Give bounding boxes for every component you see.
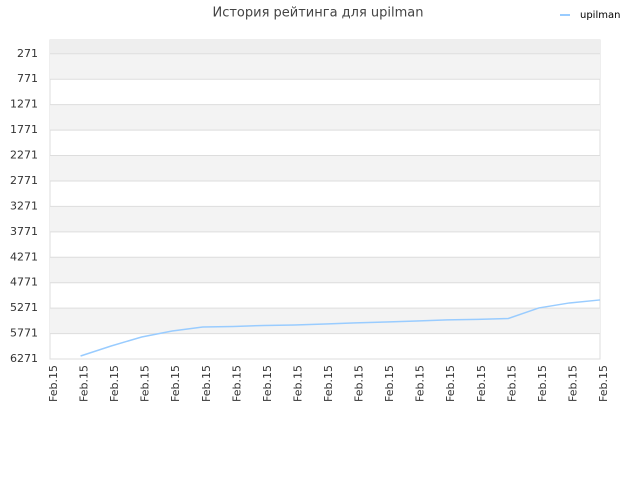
x-tick-label: Feb.15: [414, 365, 427, 402]
x-tick-label: Feb.15: [47, 365, 60, 402]
x-tick-label: Feb.15: [383, 365, 396, 402]
x-tick-label: Feb.15: [139, 365, 152, 402]
x-tick-label: Feb.15: [566, 365, 579, 402]
y-tick-label: 6271: [10, 352, 38, 365]
x-tick-label: Feb.15: [261, 365, 274, 402]
band: [50, 155, 600, 181]
y-tick-label: 4771: [10, 276, 38, 289]
x-tick-label: Feb.15: [444, 365, 457, 402]
y-tick-label: 771: [17, 72, 38, 85]
x-tick-label: Feb.15: [169, 365, 182, 402]
x-tick-label: Feb.15: [475, 365, 488, 402]
chart-title: История рейтинга для upilman: [212, 6, 423, 21]
x-tick-label: Feb.15: [78, 365, 91, 402]
band: [50, 206, 600, 232]
band: [50, 53, 600, 80]
x-tick-label: Feb.15: [108, 365, 121, 402]
y-tick-label: 271: [17, 47, 38, 60]
y-tick-label: 3271: [10, 199, 38, 212]
y-tick-label: 1771: [10, 123, 38, 136]
y-tick-label: 5771: [10, 327, 38, 340]
x-tick-label: Feb.15: [536, 365, 549, 402]
x-tick-label: Feb.15: [230, 365, 243, 402]
x-tick-label: Feb.15: [322, 365, 335, 402]
y-tick-label: 1271: [10, 98, 38, 111]
band: [50, 104, 600, 131]
band: [50, 308, 600, 334]
y-tick-label: 3771: [10, 225, 38, 238]
band: [50, 257, 600, 283]
y-tick-label: 2271: [10, 149, 38, 162]
y-tick-label: 4271: [10, 250, 38, 263]
x-tick-label: Feb.15: [353, 365, 366, 402]
x-tick-label: Feb.15: [597, 365, 610, 402]
band: [50, 40, 600, 54]
y-tick-label: 5271: [10, 301, 38, 314]
x-tick-label: Feb.15: [200, 365, 213, 402]
plot-area: [49, 39, 601, 360]
data-line: [80, 299, 601, 357]
legend-label: upilman: [580, 10, 620, 21]
x-tick-label: Feb.15: [291, 365, 304, 402]
y-tick-label: 2771: [10, 174, 38, 187]
x-tick-label: Feb.15: [505, 365, 518, 402]
